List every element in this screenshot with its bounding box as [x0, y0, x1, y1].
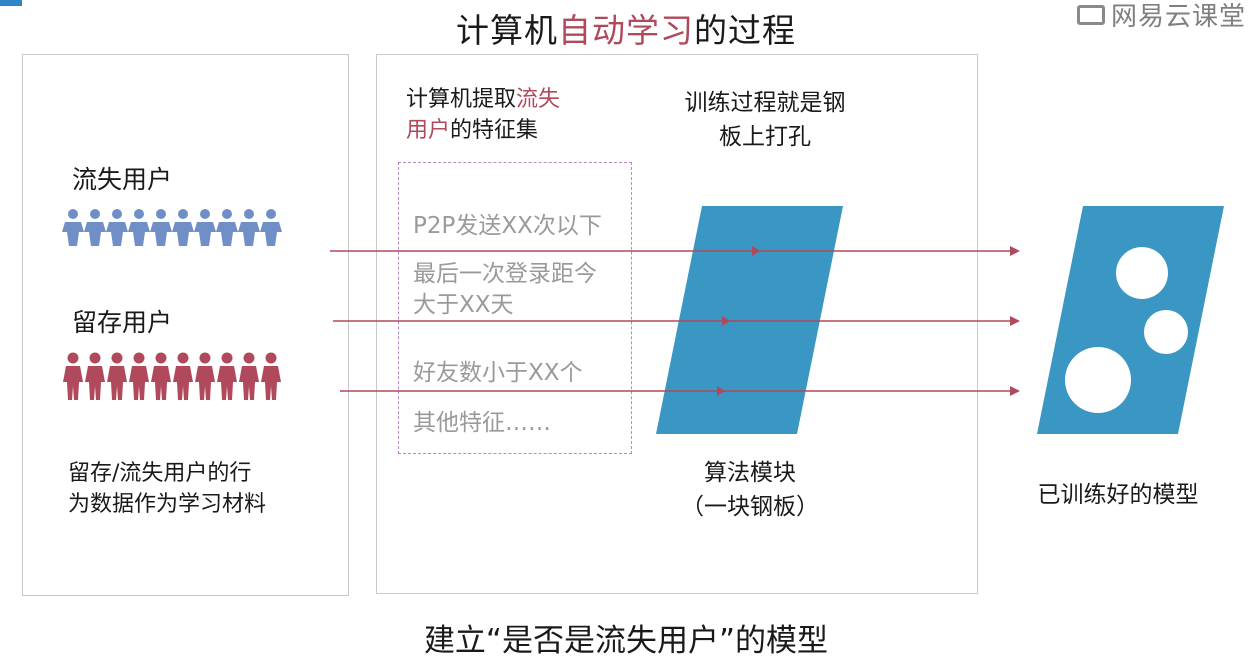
- arrowhead-icon: [1010, 246, 1020, 256]
- arrowhead-icon: [1010, 386, 1020, 396]
- steel-plate-blank: [656, 206, 843, 434]
- plate-hole: [1065, 347, 1131, 413]
- bottom-caption: 建立“是否是流失用户”的模型: [0, 615, 1252, 660]
- plate-hole: [1144, 310, 1188, 354]
- plate-hole: [1116, 247, 1168, 299]
- steel-plate-trained: [1037, 206, 1224, 434]
- arrowhead-icon: [1010, 316, 1020, 326]
